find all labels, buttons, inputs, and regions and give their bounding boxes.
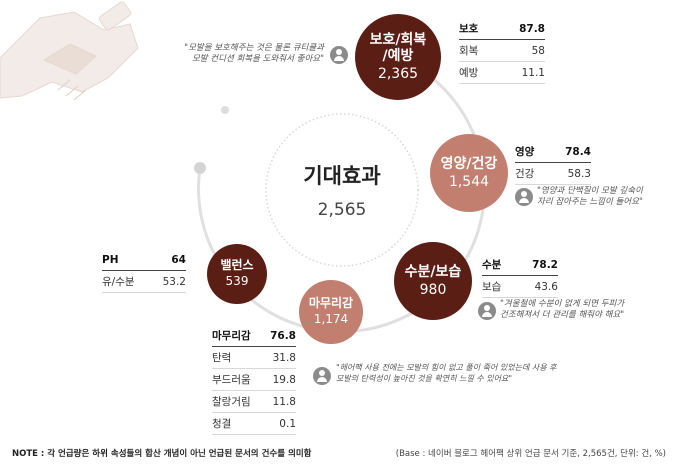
bubble-moisture: 수분/보습 980 <box>394 242 472 320</box>
footnote: NOTE : 각 언급량은 하위 속성들의 합산 개념이 아닌 언급된 문서의 … <box>12 449 312 459</box>
arc-dot <box>194 162 206 174</box>
table-row: 건강 58.3 <box>515 162 591 185</box>
quote-line: "겨울철에 수분이 없게 되면 두피가 <box>500 299 625 309</box>
table-label: 마무리감 <box>212 325 263 347</box>
quote-nutrition: "영양과 단백질이 모발 깊숙이 자리 잡아주는 느낌이 들어요" <box>537 186 667 209</box>
bubble-nutrition: 영양/건강 1,544 <box>430 134 508 212</box>
table-label: 보호 <box>459 18 496 40</box>
table-row: 유/수분 53.2 <box>102 270 186 293</box>
base-info: (Base : 네이버 블로그 헤어팩 상위 언급 문서 기준, 2,565건,… <box>395 449 666 459</box>
bubble-protect-label-line: 보호/회복 <box>369 31 427 48</box>
table-label: 보습 <box>482 275 515 298</box>
table-value: 11.8 <box>262 390 296 413</box>
center-circle: 기대효과 2,565 <box>276 124 408 256</box>
quote-line: 모발 컨디션 회복을 도와줘서 좋아요" <box>191 54 324 65</box>
table-value: 58 <box>495 39 545 62</box>
table-value: 43.6 <box>514 275 558 298</box>
user-icon <box>478 302 496 320</box>
table-moisture: 수분 78.2 보습 43.6 <box>482 254 558 298</box>
user-icon <box>313 367 331 385</box>
table-label: 찰랑거림 <box>212 390 263 413</box>
quote-protect: "모발을 보호해주는 것은 물론 큐티클과 모발 컨디션 회복을 도와줘서 좋아… <box>168 43 324 66</box>
arc-dot <box>221 106 229 114</box>
table-label: 예방 <box>459 61 496 84</box>
table-value: 87.8 <box>495 18 545 40</box>
table-nutrition: 영양 78.4 건강 58.3 <box>515 141 591 185</box>
bubble-protect: 보호/회복/예방 2,365 <box>355 14 441 100</box>
handshake-icon <box>0 1 139 101</box>
bubble-finish-label: 마무리감 <box>308 296 354 311</box>
table-value: 78.2 <box>514 254 558 276</box>
quote-moisture: "겨울철에 수분이 없게 되면 두피가 건조해져서 더 관리를 해줘야 해요" <box>500 299 670 322</box>
table-label: 영양 <box>515 141 548 163</box>
quote-line: "모발을 보호해주는 것은 물론 큐티클과 <box>184 43 324 53</box>
table-balance: PH 64 유/수분 53.2 <box>102 249 186 293</box>
bubble-moisture-label: 수분/보습 <box>404 263 462 280</box>
table-value: 11.1 <box>495 61 545 84</box>
table-row: 예방 11.1 <box>459 61 545 84</box>
bubble-moisture-value: 980 <box>419 282 447 298</box>
quote-line: 모발의 탄력성이 높아진 것을 확연히 느낄 수 있어요" <box>336 373 513 383</box>
quote-line: "영양과 단백질이 모발 깊숙이 <box>537 186 643 196</box>
center-ring <box>265 113 419 267</box>
table-row: 보습 43.6 <box>482 275 558 298</box>
table-label: 부드러움 <box>212 368 263 391</box>
table-row: 청결 0.1 <box>212 412 296 435</box>
bubble-balance: 밸런스 539 <box>207 244 267 304</box>
table-row: 보호 87.8 <box>459 18 545 40</box>
table-label: 수분 <box>482 254 515 276</box>
table-value: 31.8 <box>262 346 296 369</box>
table-row: 마무리감 76.8 <box>212 325 296 347</box>
user-icon <box>330 46 348 64</box>
quote-line: 자리 잡아주는 느낌이 들어요" <box>537 197 643 208</box>
table-value: 64 <box>150 249 186 271</box>
quote-line: 건조해져서 더 관리를 해줘야 해요" <box>500 310 625 321</box>
center-value: 2,565 <box>317 200 367 220</box>
table-label: 회복 <box>459 39 496 62</box>
table-row: PH 64 <box>102 249 186 271</box>
bubble-protect-label: 보호/회복/예방 <box>370 32 427 64</box>
table-label: 청결 <box>212 412 263 435</box>
bubble-nutrition-value: 1,544 <box>448 174 490 190</box>
center-title: 기대효과 <box>303 164 381 188</box>
table-value: 0.1 <box>262 412 296 435</box>
bubble-balance-label: 밸런스 <box>220 258 254 273</box>
bubble-nutrition-label: 영양/건강 <box>440 155 498 172</box>
table-row: 찰랑거림 11.8 <box>212 390 296 413</box>
table-row: 회복 58 <box>459 39 545 62</box>
bubble-protect-value: 2,365 <box>377 66 419 83</box>
table-row: 영양 78.4 <box>515 141 591 163</box>
table-label: 유/수분 <box>102 270 151 293</box>
table-value: 58.3 <box>547 162 591 185</box>
table-label: 탄력 <box>212 346 263 369</box>
bubble-finish: 마무리감 1,174 <box>299 280 363 344</box>
table-label: 건강 <box>515 162 548 185</box>
user-icon <box>515 188 533 206</box>
table-row: 탄력 31.8 <box>212 346 296 369</box>
quote-finish: "헤어팩 사용 전에는 모발의 힘이 없고 풀이 죽어 있었는데 사용 후 모발… <box>336 363 646 385</box>
bubble-protect-label-line: /예방 <box>382 47 414 64</box>
bubble-balance-value: 539 <box>225 274 249 288</box>
table-value: 19.8 <box>262 368 296 391</box>
bubble-finish-value: 1,174 <box>313 312 349 326</box>
table-row: 부드러움 19.8 <box>212 368 296 391</box>
table-value: 78.4 <box>547 141 591 163</box>
table-label: PH <box>102 249 151 271</box>
table-protect: 보호 87.8 회복 58 예방 11.1 <box>459 18 545 84</box>
table-value: 53.2 <box>150 270 186 293</box>
table-finish: 마무리감 76.8 탄력 31.8 부드러움 19.8 찰랑거림 11.8 청결 0.1 <box>212 325 296 435</box>
table-value: 76.8 <box>262 325 296 347</box>
table-row: 수분 78.2 <box>482 254 558 276</box>
quote-line: "헤어팩 사용 전에는 모발의 힘이 없고 풀이 죽어 있었는데 사용 후 <box>336 363 557 372</box>
